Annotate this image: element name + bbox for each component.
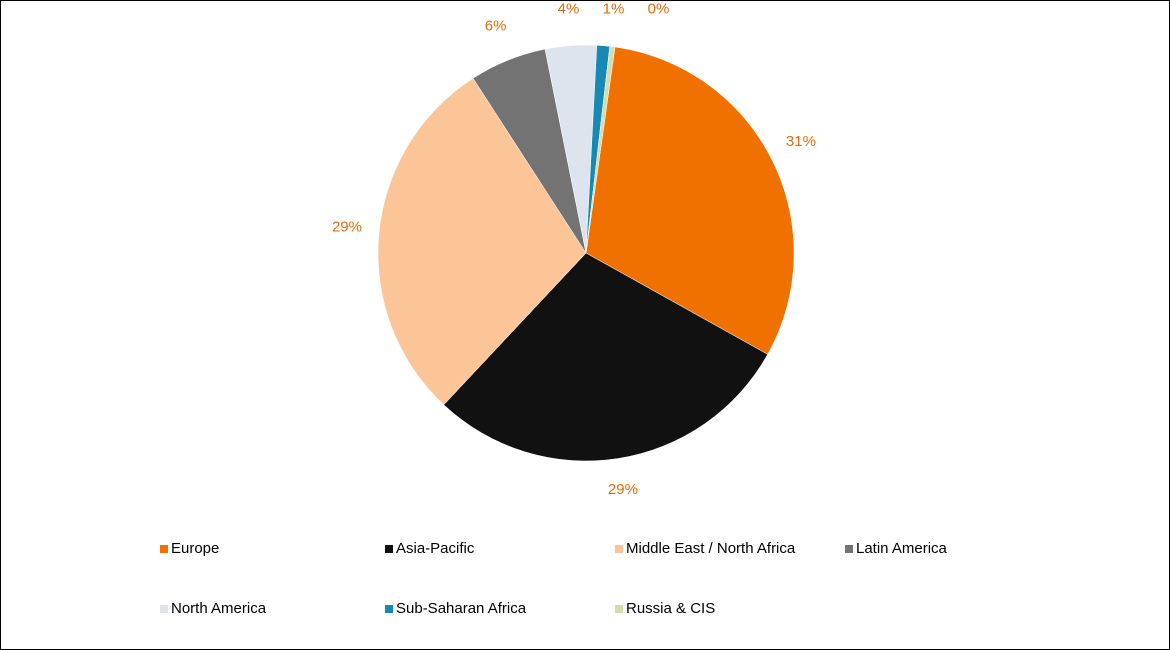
data-label: 6% [485,18,507,35]
legend-swatch [615,605,623,613]
legend-label: Sub-Saharan Africa [396,600,527,617]
data-label: 1% [603,1,625,18]
pie-slice [585,46,795,355]
legend-swatch [385,545,393,553]
legend-label: Latin America [856,540,948,557]
data-label: 31% [786,133,816,150]
legend-label: Middle East / North Africa [626,540,796,557]
data-label: 4% [558,1,580,18]
legend-swatch [615,545,623,553]
pie-slice [585,46,616,254]
legend-swatch [160,605,168,613]
legend-swatch [385,605,393,613]
legend-label: North America [171,600,267,617]
data-label: 0% [648,1,670,18]
legend-swatch [160,545,168,553]
legend-label: Europe [171,540,219,557]
legend-swatch [845,545,853,553]
data-label: 29% [332,219,362,236]
pie-slice [377,77,587,406]
legend-label: Russia & CIS [626,600,715,617]
legend-label: Asia-Pacific [396,540,475,557]
pie-slice [443,252,768,462]
data-label: 29% [608,481,638,498]
